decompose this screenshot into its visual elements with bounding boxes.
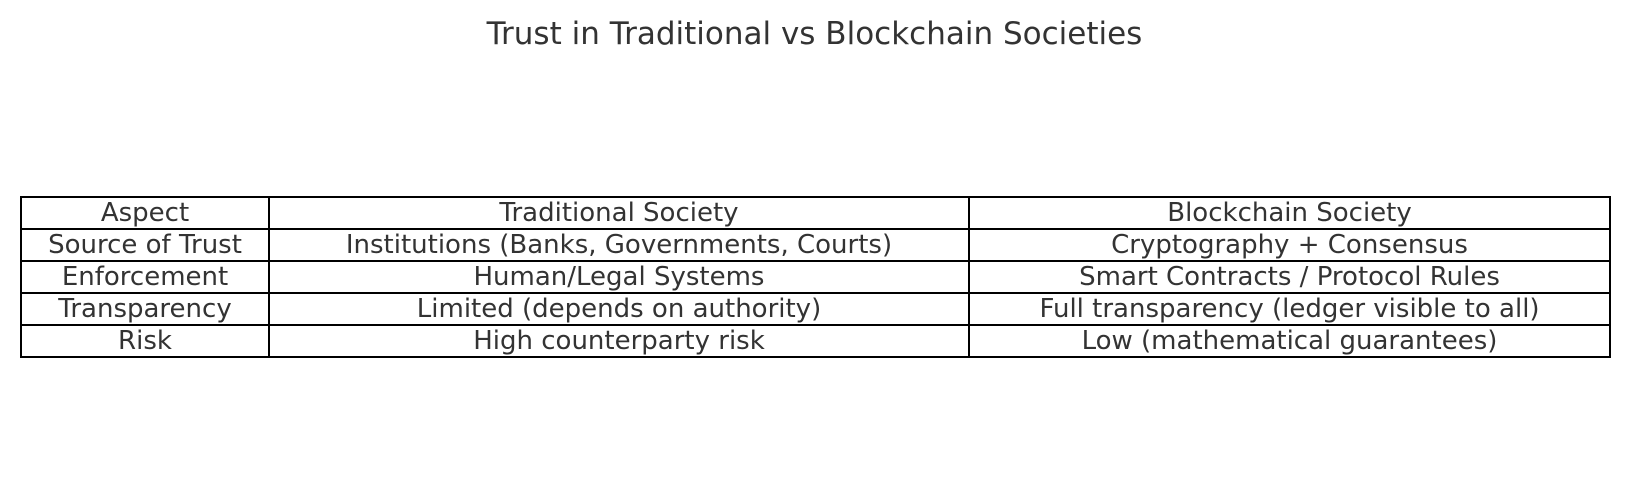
table-cell: Transparency xyxy=(20,292,270,326)
table-cell: Source of Trust xyxy=(20,228,270,262)
table-row: Enforcement Human/Legal Systems Smart Co… xyxy=(20,260,1611,294)
table-cell: Limited (depends on authority) xyxy=(268,292,970,326)
column-header-traditional-society: Traditional Society xyxy=(268,196,970,230)
table-row: Risk High counterparty risk Low (mathema… xyxy=(20,324,1611,358)
table-cell: Human/Legal Systems xyxy=(268,260,970,294)
table-cell: Cryptography + Consensus xyxy=(968,228,1611,262)
table-cell: Low (mathematical guarantees) xyxy=(968,324,1611,358)
comparison-table: Aspect Traditional Society Blockchain So… xyxy=(20,196,1611,358)
column-header-blockchain-society: Blockchain Society xyxy=(968,196,1611,230)
table-cell: High counterparty risk xyxy=(268,324,970,358)
table-cell: Risk xyxy=(20,324,270,358)
table-cell: Institutions (Banks, Governments, Courts… xyxy=(268,228,970,262)
chart-title: Trust in Traditional vs Blockchain Socie… xyxy=(486,16,1143,52)
table-row: Source of Trust Institutions (Banks, Gov… xyxy=(20,228,1611,262)
table-cell: Enforcement xyxy=(20,260,270,294)
table-row: Transparency Limited (depends on authori… xyxy=(20,292,1611,326)
table-cell: Full transparency (ledger visible to all… xyxy=(968,292,1611,326)
table-header-row: Aspect Traditional Society Blockchain So… xyxy=(20,196,1611,230)
column-header-aspect: Aspect xyxy=(20,196,270,230)
table-cell: Smart Contracts / Protocol Rules xyxy=(968,260,1611,294)
